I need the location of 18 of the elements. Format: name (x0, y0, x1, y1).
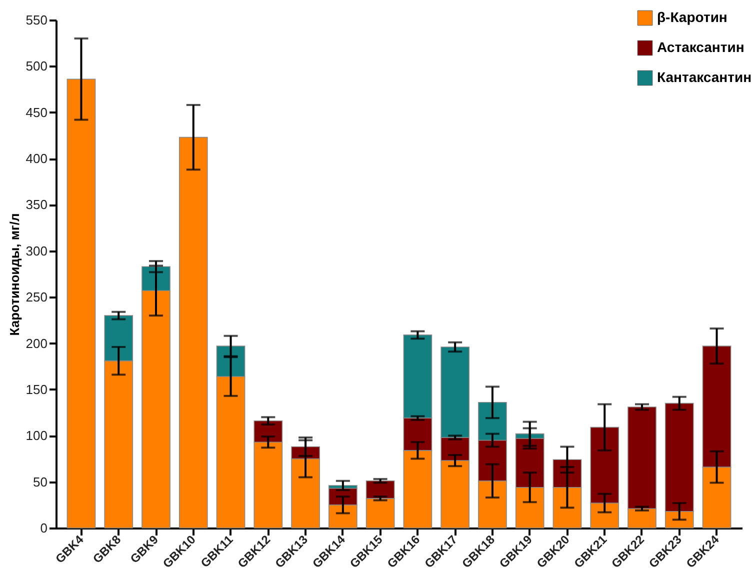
bar (66, 78, 96, 528)
y-tick-label: 200 (26, 336, 48, 351)
y-tick-label: 50 (33, 474, 48, 490)
y-tick-label: 450 (26, 104, 48, 120)
y-tick-label: 400 (26, 151, 48, 166)
bar (178, 136, 208, 528)
y-tick-label: 100 (26, 428, 48, 444)
y-tick-label: 350 (26, 197, 48, 212)
y-tick-label: 300 (26, 243, 48, 258)
legend-label: Астаксантин (657, 39, 744, 55)
legend-label: β-Каротин (657, 9, 728, 25)
y-tick-label: 500 (26, 58, 48, 74)
y-tick-label: 0 (40, 520, 48, 536)
legend-label: Кантаксантин (657, 69, 752, 85)
y-tick-label: 250 (26, 290, 48, 305)
y-tick-label: 150 (26, 382, 48, 397)
y-tick-label: 550 (26, 12, 48, 28)
y-axis-title: Каротиноиды, мг/л (6, 213, 22, 336)
